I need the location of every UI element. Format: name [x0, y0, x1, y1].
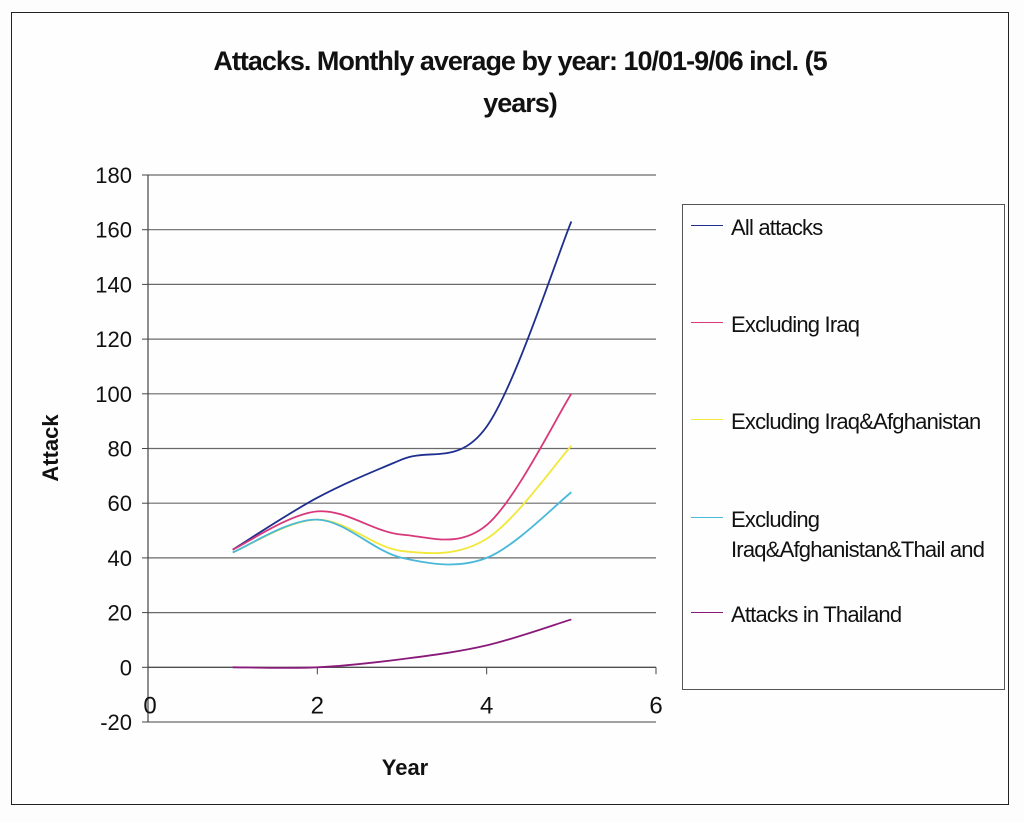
- legend: All attacks Excluding Iraq Excluding Ira…: [682, 204, 1005, 690]
- x-tick-labels: 0 2 4 6: [143, 692, 662, 719]
- y-tick-label: 0: [120, 655, 132, 680]
- y-tick-label: 40: [108, 546, 132, 571]
- x-tick-label: 4: [480, 692, 493, 719]
- legend-item-excluding-iraq-afghanistan: Excluding Iraq&Afghanistan: [691, 407, 1006, 437]
- legend-label: All attacks: [731, 215, 823, 240]
- chart-title: Attacks. Monthly average by year: 10/01-…: [100, 40, 940, 124]
- legend-item-attacks-in-thailand: Attacks in Thailand: [691, 600, 1006, 630]
- series-lines: [232, 221, 573, 669]
- chart-title-line-1: Attacks. Monthly average by year: 10/01-…: [213, 46, 827, 76]
- legend-label: Excluding Iraq&Afghanistan&Thail and: [731, 507, 985, 562]
- y-tick-label: 80: [108, 437, 132, 462]
- y-tick-label: -20: [100, 710, 132, 735]
- y-tick-label: 180: [95, 163, 132, 188]
- legend-swatch: [691, 322, 723, 323]
- y-tick-label: 120: [95, 327, 132, 352]
- legend-swatch: [691, 225, 723, 226]
- legend-label: Attacks in Thailand: [731, 602, 902, 627]
- x-tick-label: 0: [143, 692, 156, 719]
- x-tick-label: 6: [649, 692, 662, 719]
- series-line-excluding-iraq-afghanistan-thailand: [232, 491, 572, 566]
- y-tick-label: 60: [108, 491, 132, 516]
- legend-swatch: [691, 612, 723, 613]
- y-axis-label: Attack: [38, 414, 63, 482]
- legend-item-excluding-iraq-afghanistan-thailand: Excluding Iraq&Afghanistan&Thail and: [691, 505, 1006, 565]
- gridlines: [148, 174, 656, 723]
- y-tick-label: 100: [95, 382, 132, 407]
- legend-swatch: [691, 517, 723, 518]
- y-tick-label: 160: [95, 218, 132, 243]
- y-tick-label: 20: [108, 601, 132, 626]
- legend-item-all-attacks: All attacks: [691, 213, 1006, 243]
- y-tick-labels: -20 0 20 40 60 80 100 120 140 160 180: [95, 163, 132, 735]
- x-axis-label: Year: [382, 755, 429, 780]
- legend-label: Excluding Iraq: [731, 312, 860, 337]
- series-line-excluding-iraq: [232, 393, 573, 551]
- chart-title-line-2: years): [483, 88, 558, 118]
- y-tick-label: 140: [95, 272, 132, 297]
- x-tick-label: 2: [311, 692, 324, 719]
- legend-item-excluding-iraq: Excluding Iraq: [691, 310, 1006, 340]
- legend-swatch: [691, 419, 723, 420]
- series-line-attacks-in-thailand: [232, 618, 572, 669]
- legend-label: Excluding Iraq&Afghanistan: [731, 409, 981, 434]
- series-line-all-attacks: [232, 221, 573, 551]
